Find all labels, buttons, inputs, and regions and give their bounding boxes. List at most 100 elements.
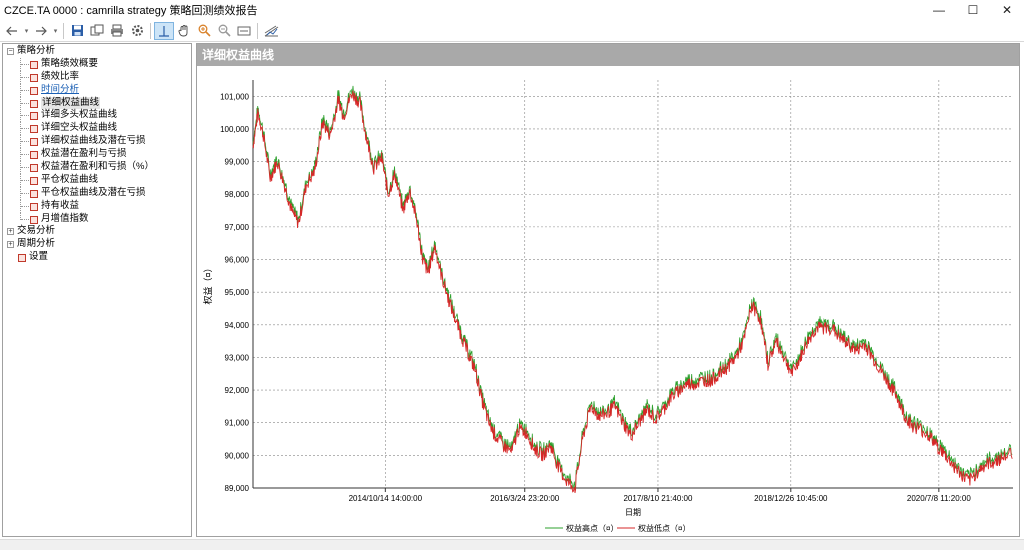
tree-guide-line <box>21 218 29 220</box>
collapse-icon[interactable]: − <box>7 48 14 55</box>
tree-node-strategy-analysis[interactable]: − 策略分析 <box>3 45 191 58</box>
zoom-in-icon[interactable] <box>194 22 214 40</box>
x-tick-label: 2018/12/26 10:45:00 <box>754 494 828 503</box>
report-icon <box>30 86 38 95</box>
x-tick-label: 2020/7/8 11:20:00 <box>907 494 971 503</box>
tree-node-report-1[interactable]: 绩效比率 <box>3 70 191 84</box>
tree-guide-line <box>20 57 21 71</box>
copy-icon[interactable] <box>87 22 107 40</box>
tree-guide-line <box>21 192 29 194</box>
tree-node-report-11[interactable]: 持有收益 <box>3 199 191 213</box>
tree-node-report-12[interactable]: 月增值指数 <box>3 212 191 226</box>
x-axis-label: 日期 <box>625 508 641 517</box>
arrow-right-icon[interactable] <box>31 22 51 40</box>
hand-icon[interactable] <box>174 22 194 40</box>
x-tick-label: 2014/10/14 14:00:00 <box>349 494 423 503</box>
tree-guide-line <box>20 122 21 136</box>
tree-guide-line <box>21 167 29 169</box>
arrow-left-icon[interactable] <box>2 22 22 40</box>
y-tick-label: 97,000 <box>225 223 250 232</box>
tree-guide-line <box>21 76 29 78</box>
report-icon <box>30 215 38 224</box>
tree-node-label: 交易分析 <box>17 225 56 237</box>
tree-guide-line <box>21 128 29 130</box>
tree-node-label: 详细权益曲线 <box>41 96 101 110</box>
tree-node-report-2[interactable]: 时间分析 <box>3 83 191 97</box>
tree-node-label: 月增值指数 <box>41 212 89 224</box>
close-button[interactable]: ✕ <box>1001 3 1013 17</box>
dropdown-icon[interactable]: ▾ <box>24 27 29 35</box>
tree-node-report-5[interactable]: 详细空头权益曲线 <box>3 122 191 136</box>
report-icon <box>30 112 38 121</box>
report-icon <box>30 151 38 160</box>
tree-guide-line <box>20 199 21 213</box>
tree-guide-line <box>21 63 29 65</box>
window-titlebar: CZCE.TA 0000 : camrilla strategy 策略回测绩效报… <box>0 0 1024 20</box>
tree-node-label: 详细空头权益曲线 <box>41 122 118 134</box>
tree-guide-line <box>20 186 21 200</box>
tree-node-report-10[interactable]: 平仓权益曲线及潜在亏损 <box>3 186 191 200</box>
tree-node-label: 策略绩效概要 <box>41 57 99 69</box>
report-icon <box>30 202 38 211</box>
y-tick-label: 95,000 <box>225 288 250 297</box>
tree-node-period-analysis[interactable]: + 周期分析 <box>3 238 191 251</box>
crosshair-icon[interactable] <box>154 21 174 40</box>
x-tick-label: 2016/3/24 23:20:00 <box>490 494 560 503</box>
tree-node-label: 平仓权益曲线及潜在亏损 <box>41 186 146 198</box>
y-tick-label: 99,000 <box>225 158 250 167</box>
tree-node-trade-analysis[interactable]: + 交易分析 <box>3 225 191 238</box>
tree-guide-line <box>21 115 29 117</box>
save-icon[interactable] <box>67 22 87 40</box>
report-tree: − 策略分析 策略绩效概要 绩效比率 时间分析 详细权益曲线 详细多头权益曲线 详细空头权… <box>2 43 192 537</box>
tree-node-report-0[interactable]: 策略绩效概要 <box>3 57 191 71</box>
report-icon <box>30 99 38 108</box>
tree-node-report-3[interactable]: 详细权益曲线 <box>3 96 191 110</box>
tree-node-report-9[interactable]: 平仓权益曲线 <box>3 173 191 187</box>
tree-node-label: 绩效比率 <box>41 70 80 82</box>
tree-guide-line <box>20 135 21 149</box>
report-icon <box>30 189 38 198</box>
equity-chart[interactable]: 89,000 90,000 91,000 92,000 93,000 94,000 95,0… <box>197 66 1019 536</box>
report-icon <box>30 164 38 173</box>
tree-node-report-4[interactable]: 详细多头权益曲线 <box>3 109 191 123</box>
chart-style-icon[interactable] <box>261 22 281 40</box>
y-tick-label: 98,000 <box>225 190 250 199</box>
tree-guide-line <box>20 96 21 110</box>
y-tick-label: 100,000 <box>220 125 249 134</box>
fit-icon[interactable] <box>234 22 254 40</box>
tree-guide-line <box>20 70 21 84</box>
toolbar-separator <box>63 22 64 39</box>
maximize-button[interactable]: ☐ <box>967 3 979 17</box>
toolbar-separator <box>257 22 258 39</box>
y-tick-label: 94,000 <box>225 321 250 330</box>
tree-guide-line <box>20 148 21 162</box>
tree-node-label: 平仓权益曲线 <box>41 173 99 185</box>
tree-guide-line <box>20 161 21 175</box>
tree-guide-line <box>20 109 21 123</box>
tree-node-report-8[interactable]: 权益潜在盈利和亏损（%） <box>3 161 191 175</box>
tree-node-label: 权益潜在盈利与亏损 <box>41 148 127 160</box>
tree-node-label: 详细权益曲线及潜在亏损 <box>41 135 146 147</box>
y-tick-label: 91,000 <box>225 419 250 428</box>
series-line-low <box>252 90 1013 493</box>
tree-node-report-7[interactable]: 权益潜在盈利与亏损 <box>3 148 191 162</box>
zoom-out-icon[interactable] <box>214 22 234 40</box>
tree-guide-line <box>21 102 29 104</box>
dropdown-icon[interactable]: ▾ <box>53 27 58 35</box>
tree-guide-line <box>20 173 21 187</box>
y-axis-label: 权益（¤） <box>202 263 213 304</box>
y-tick-label: 89,000 <box>225 484 250 493</box>
tree-node-report-6[interactable]: 详细权益曲线及潜在亏损 <box>3 135 191 149</box>
minimize-button[interactable]: — <box>933 3 945 17</box>
expand-icon[interactable]: + <box>7 241 14 249</box>
report-icon <box>30 60 38 69</box>
print-icon[interactable] <box>107 22 127 40</box>
tree-node-label: 周期分析 <box>17 238 56 250</box>
expand-icon[interactable]: + <box>7 228 14 236</box>
y-tick-label: 90,000 <box>225 451 250 460</box>
tree-node-settings[interactable]: 设置 <box>3 251 191 264</box>
tree-node-label: 设置 <box>29 251 49 263</box>
settings-icon[interactable] <box>127 22 147 40</box>
tree-node-label: 详细多头权益曲线 <box>41 109 118 121</box>
y-tick-label: 92,000 <box>225 386 250 395</box>
